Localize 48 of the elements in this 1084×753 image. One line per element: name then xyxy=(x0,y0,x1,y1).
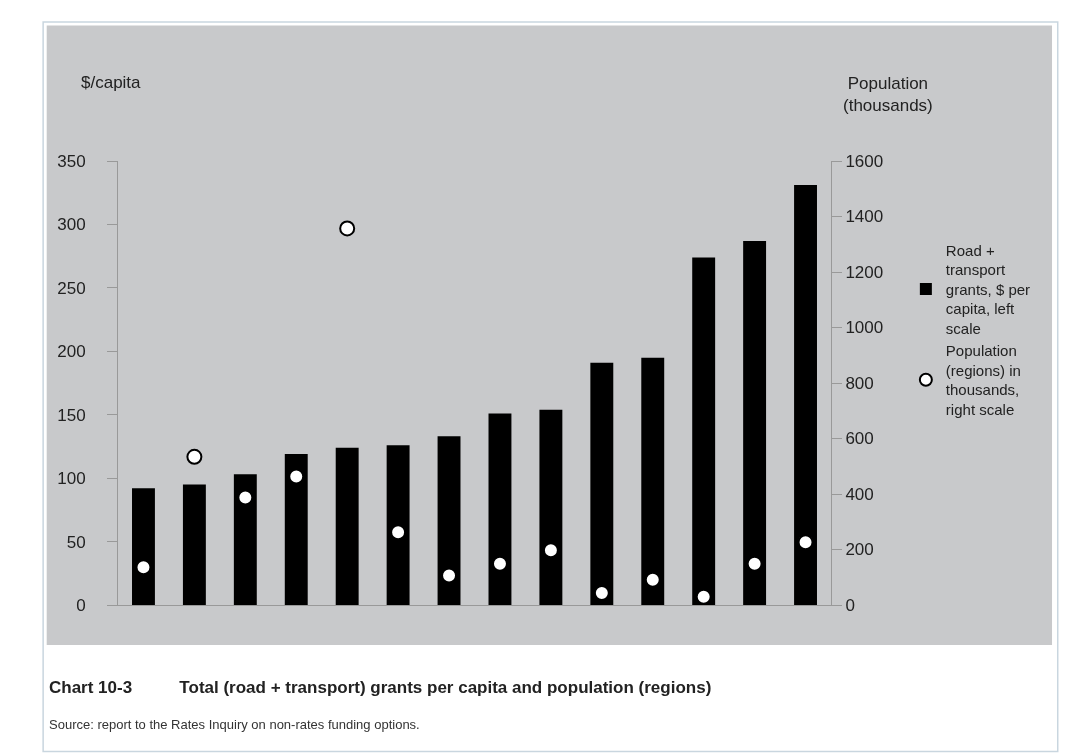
point xyxy=(288,468,305,485)
bar xyxy=(335,447,359,605)
y-tick-label: 50 xyxy=(66,532,86,552)
y2-axis-title: Population (thousands) xyxy=(843,74,933,116)
bar xyxy=(284,454,308,605)
y-tick-label: 0 xyxy=(76,595,86,615)
y2-tick-label: 1400 xyxy=(845,207,884,227)
legend-label: Population (regions) in thousands, right scale xyxy=(945,342,1021,418)
y-tick-label: 100 xyxy=(57,469,86,489)
y-tick-label: 200 xyxy=(57,342,86,362)
source-note: Source: report to the Rates Inquiry on non-rates funding options. xyxy=(49,717,420,732)
y2-tick-label: 1200 xyxy=(845,262,884,282)
point xyxy=(339,220,356,237)
legend-label: Road + transport grants, $ per capita, left scale xyxy=(945,241,1031,337)
y-tick-label: 150 xyxy=(57,405,86,425)
bar xyxy=(692,257,716,605)
point xyxy=(135,559,152,576)
point xyxy=(695,588,712,605)
y2-tick-label: 400 xyxy=(845,484,874,504)
point xyxy=(542,542,559,559)
point xyxy=(797,534,814,551)
bar xyxy=(437,436,461,605)
bar xyxy=(539,409,563,605)
y-tick-label: 350 xyxy=(57,151,86,171)
y2-tick-label: 800 xyxy=(845,373,874,393)
point xyxy=(237,489,254,506)
y-tick-label: 300 xyxy=(57,215,86,235)
y2-tick-label: 1600 xyxy=(845,151,884,171)
bar xyxy=(743,240,767,605)
bar xyxy=(590,362,614,605)
bar xyxy=(233,474,257,605)
bar xyxy=(488,413,512,605)
bar xyxy=(386,445,410,605)
point xyxy=(746,555,763,572)
bar xyxy=(182,484,206,605)
point xyxy=(644,571,661,588)
point xyxy=(186,448,203,465)
y2-tick-label: 1000 xyxy=(845,318,884,338)
text: Chart 10-3 Total (road + transport) grants per capita and population (regions) xyxy=(49,678,712,697)
y2-tick-label: 600 xyxy=(845,429,874,449)
y2-tick-label: 200 xyxy=(845,540,874,560)
point xyxy=(390,524,407,541)
y-axis-title: $/capita xyxy=(81,73,142,92)
y2-tick-label: 0 xyxy=(845,595,855,615)
y-tick-label: 250 xyxy=(57,278,86,298)
bar xyxy=(132,488,155,605)
bar xyxy=(641,357,665,605)
bar xyxy=(794,185,817,605)
